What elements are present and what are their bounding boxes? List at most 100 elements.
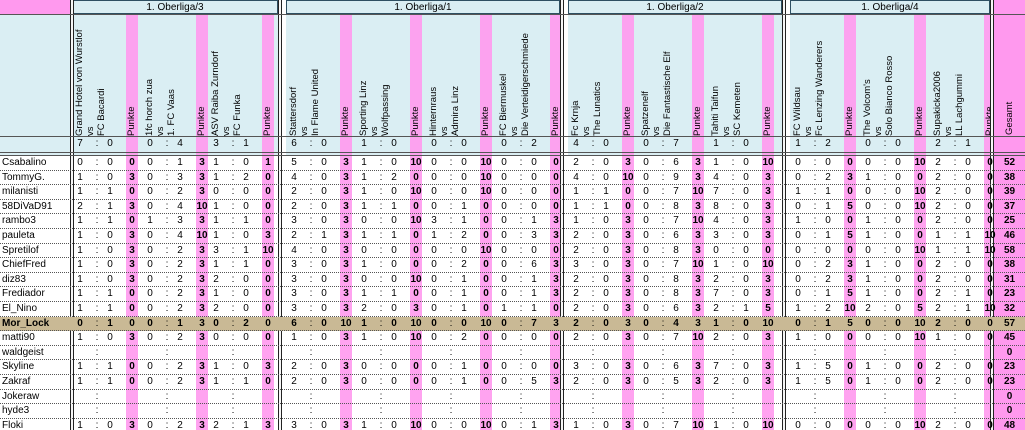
player-name[interactable]: El_Nino: [2, 303, 38, 314]
tip-home-goals[interactable]: 0: [431, 317, 437, 329]
tip-away-goals[interactable]: 0: [243, 361, 249, 373]
tip-away-goals[interactable]: 7: [673, 332, 679, 344]
player-name[interactable]: matti90: [2, 332, 35, 344]
tip-away-goals[interactable]: 1: [603, 200, 609, 212]
tip-away-goals[interactable]: 0: [743, 157, 749, 168]
tip-away-goals[interactable]: 2: [825, 171, 831, 183]
tip-home-goals[interactable]: 1: [865, 230, 871, 241]
tip-home-goals[interactable]: [570, 391, 582, 403]
tip-home-goals[interactable]: 0: [431, 332, 437, 344]
tip-away-goals[interactable]: 2: [177, 376, 183, 387]
tip-away-goals[interactable]: 8: [673, 273, 679, 285]
tip-home-goals[interactable]: 2: [291, 186, 297, 198]
tip-home-goals[interactable]: 1: [361, 157, 367, 168]
tip-away-goals[interactable]: 0: [603, 332, 609, 344]
group-title[interactable]: 1. Oberliga/4: [790, 0, 990, 14]
tip-away-goals[interactable]: [240, 347, 252, 359]
tip-away-goals[interactable]: 0: [321, 361, 327, 373]
tip-away-goals[interactable]: 0: [531, 171, 537, 183]
tip-away-goals[interactable]: [962, 391, 974, 403]
tip-home-goals[interactable]: 0: [361, 361, 367, 373]
tip-home-goals[interactable]: [640, 347, 652, 359]
tip-home-goals[interactable]: 2: [935, 200, 941, 212]
tip-home-goals[interactable]: 0: [865, 186, 871, 198]
tip-home-goals[interactable]: 0: [713, 244, 719, 256]
tip-home-goals[interactable]: 1: [935, 230, 941, 241]
tip-home-goals[interactable]: 0: [361, 215, 367, 227]
tip-home-goals[interactable]: [74, 347, 86, 359]
tip-away-goals[interactable]: [600, 405, 612, 417]
tip-home-goals[interactable]: 2: [935, 361, 941, 373]
tip-home-goals[interactable]: 0: [643, 303, 649, 314]
tip-home-goals[interactable]: 0: [431, 157, 437, 168]
tip-home-goals[interactable]: 0: [643, 230, 649, 241]
tip-away-goals[interactable]: 0: [743, 259, 749, 271]
tip-away-goals[interactable]: 0: [531, 361, 537, 373]
tip-home-goals[interactable]: 2: [573, 157, 579, 168]
tip-home-goals[interactable]: 1: [361, 230, 367, 241]
tip-home-goals[interactable]: 1: [77, 288, 83, 300]
tip-away-goals[interactable]: [600, 347, 612, 359]
tip-home-goals[interactable]: [144, 391, 156, 403]
tip-home-goals[interactable]: 1: [213, 230, 219, 241]
tip-home-goals[interactable]: 1: [501, 303, 507, 314]
tip-away-goals[interactable]: 0: [243, 288, 249, 300]
tip-away-goals[interactable]: 5: [825, 361, 831, 373]
tip-home-goals[interactable]: 1: [795, 361, 801, 373]
tip-away-goals[interactable]: 2: [177, 303, 183, 314]
tip-away-goals[interactable]: 3: [177, 215, 183, 227]
tip-home-goals[interactable]: 0: [147, 186, 153, 198]
tip-away-goals[interactable]: 0: [965, 186, 971, 198]
tip-home-goals[interactable]: 7: [713, 361, 719, 373]
tip-away-goals[interactable]: 1: [107, 317, 113, 329]
tip-away-goals[interactable]: 0: [461, 157, 467, 168]
tip-away-goals[interactable]: 0: [531, 332, 537, 344]
tip-away-goals[interactable]: 2: [461, 259, 467, 271]
tip-away-goals[interactable]: 0: [391, 317, 397, 329]
tip-home-goals[interactable]: 1: [795, 332, 801, 344]
tip-home-goals[interactable]: 1: [77, 171, 83, 183]
tip-home-goals[interactable]: 1: [213, 376, 219, 387]
tip-home-goals[interactable]: 2: [213, 273, 219, 285]
tip-home-goals[interactable]: 0: [361, 273, 367, 285]
tip-home-goals[interactable]: 0: [643, 376, 649, 387]
tip-away-goals[interactable]: 0: [603, 273, 609, 285]
tip-home-goals[interactable]: 0: [77, 157, 83, 168]
tip-away-goals[interactable]: [892, 405, 904, 417]
player-name[interactable]: Jokeraw: [2, 390, 40, 402]
tip-away-goals[interactable]: 1: [461, 288, 467, 300]
tip-home-goals[interactable]: 0: [795, 273, 801, 285]
player-name[interactable]: ChiefFred: [2, 259, 46, 271]
tip-home-goals[interactable]: 0: [431, 259, 437, 271]
tip-away-goals[interactable]: 0: [965, 419, 971, 430]
tip-home-goals[interactable]: 0: [865, 419, 871, 430]
tip-home-goals[interactable]: [932, 405, 944, 417]
tip-away-goals[interactable]: 0: [603, 259, 609, 271]
tip-away-goals[interactable]: [318, 347, 330, 359]
tip-away-goals[interactable]: 0: [965, 332, 971, 344]
tip-home-goals[interactable]: 0: [147, 317, 153, 329]
tip-away-goals[interactable]: 0: [107, 419, 113, 430]
tip-home-goals[interactable]: [210, 391, 222, 403]
tip-away-goals[interactable]: 0: [243, 273, 249, 285]
tip-home-goals[interactable]: 1: [361, 332, 367, 344]
tip-away-goals[interactable]: 6: [673, 361, 679, 373]
tip-away-goals[interactable]: 0: [965, 259, 971, 271]
tip-home-goals[interactable]: [932, 347, 944, 359]
tip-home-goals[interactable]: 0: [795, 171, 801, 183]
tip-away-goals[interactable]: 0: [895, 332, 901, 344]
tip-home-goals[interactable]: 0: [643, 186, 649, 198]
tip-home-goals[interactable]: 1: [573, 215, 579, 227]
tip-away-goals[interactable]: 1: [461, 376, 467, 387]
tip-away-goals[interactable]: 2: [243, 171, 249, 183]
tip-home-goals[interactable]: 2: [291, 230, 297, 241]
tip-away-goals[interactable]: 0: [825, 157, 831, 168]
tip-home-goals[interactable]: 1: [573, 186, 579, 198]
tip-away-goals[interactable]: [528, 347, 540, 359]
tip-home-goals[interactable]: [428, 347, 440, 359]
tip-home-goals[interactable]: 0: [147, 376, 153, 387]
tip-home-goals[interactable]: 8: [713, 200, 719, 212]
tip-home-goals[interactable]: 2: [291, 361, 297, 373]
tip-home-goals[interactable]: 0: [865, 332, 871, 344]
tip-home-goals[interactable]: 0: [795, 259, 801, 271]
